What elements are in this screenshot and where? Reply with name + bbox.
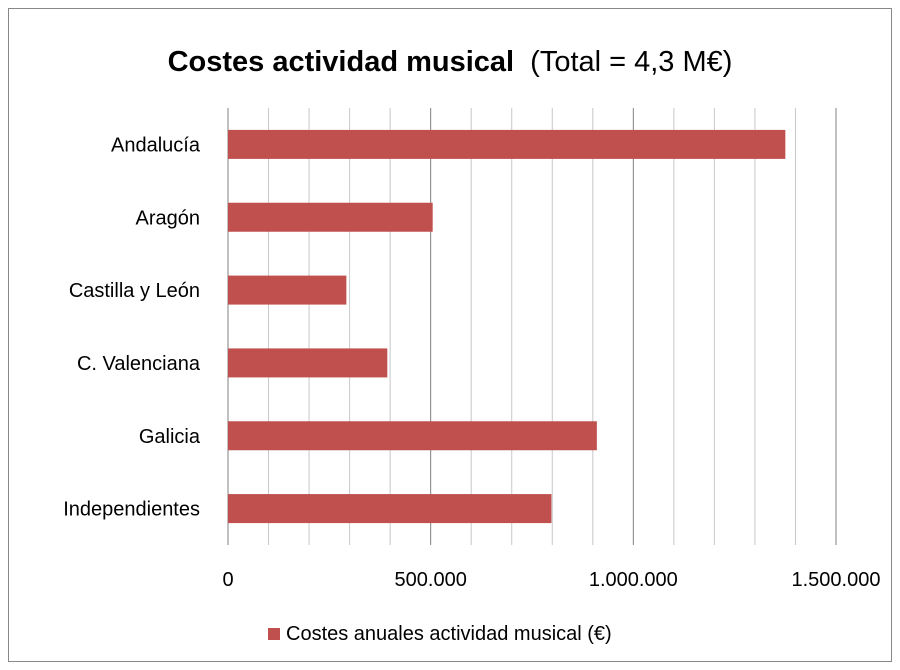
category-label: Independientes <box>63 499 200 521</box>
bar <box>228 421 597 451</box>
category-labels: Andalucía Aragón Castilla y León C. Valenci… <box>63 134 201 520</box>
category-label: Andalucía <box>111 134 201 156</box>
category-label: C. Valenciana <box>77 353 201 375</box>
chart-frame <box>8 8 892 662</box>
bar <box>228 494 552 524</box>
chart-subtitle: (Total = 4,3 M€) <box>530 46 732 78</box>
x-tick-label: 1.000.000 <box>589 569 678 591</box>
bar <box>228 275 347 305</box>
bar <box>228 348 388 378</box>
bar <box>228 129 786 159</box>
category-label: Aragón <box>136 207 201 229</box>
chart-title-main: Costes actividad musical <box>168 46 515 78</box>
category-label: Castilla y León <box>69 280 200 302</box>
x-tick-label: 500.000 <box>395 569 467 591</box>
x-tick-label: 1.500.000 <box>792 569 881 591</box>
x-axis-tick-labels: 0 500.000 1.000.000 1.500.000 <box>222 569 880 591</box>
category-label: Galicia <box>139 426 201 448</box>
legend-swatch <box>268 628 280 640</box>
bar-series <box>228 129 786 524</box>
x-tick-label: 0 <box>222 569 233 591</box>
grid-lines <box>227 108 837 545</box>
bar <box>228 202 433 232</box>
chart-title: Costes actividad musical (Total = 4,3 M€… <box>168 46 733 78</box>
legend-label: Costes anuales actividad musical (€) <box>286 623 612 645</box>
